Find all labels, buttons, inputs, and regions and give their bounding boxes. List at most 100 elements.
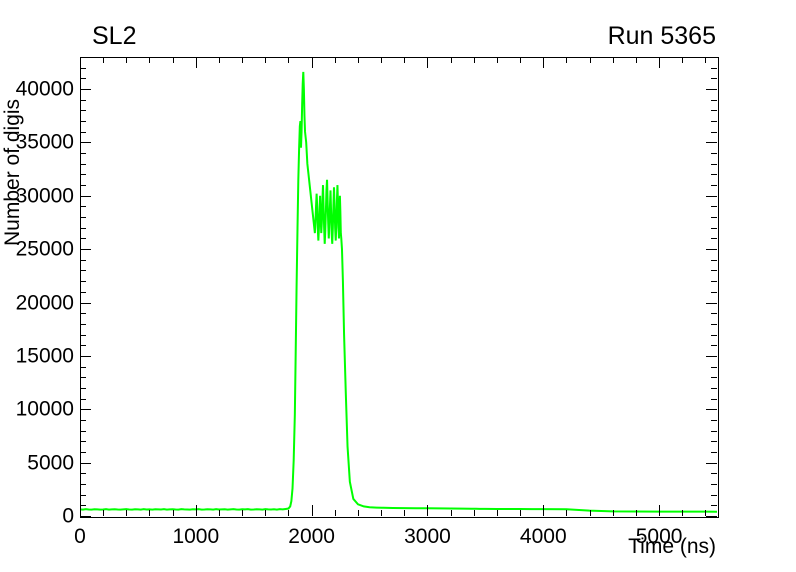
x-major-tick	[427, 505, 428, 516]
x-minor-tick	[474, 510, 475, 516]
plot-title-left: SL2	[92, 22, 137, 50]
y-minor-tick	[80, 388, 86, 389]
y-minor-tick	[80, 473, 86, 474]
y-major-tick	[80, 89, 91, 90]
x-minor-tick-top	[613, 57, 614, 63]
y-minor-tick	[80, 399, 86, 400]
x-minor-tick-top	[265, 57, 266, 63]
y-minor-tick	[80, 495, 86, 496]
y-major-tick-right	[706, 356, 717, 357]
y-minor-tick-right	[711, 345, 717, 346]
y-minor-tick-right	[711, 153, 717, 154]
y-tick-label: 5000	[27, 451, 74, 475]
y-minor-tick-right	[711, 388, 717, 389]
x-minor-tick-top	[451, 57, 452, 63]
y-minor-tick-right	[711, 217, 717, 218]
y-minor-tick	[80, 238, 86, 239]
y-minor-tick-right	[711, 68, 717, 69]
y-minor-tick-right	[711, 495, 717, 496]
y-major-tick	[80, 463, 91, 464]
plot-title-right: Run 5365	[607, 22, 716, 50]
x-minor-tick	[173, 510, 174, 516]
y-major-tick-right	[706, 409, 717, 410]
y-minor-tick-right	[711, 452, 717, 453]
x-tick-label: 0	[74, 525, 86, 548]
y-minor-tick-right	[711, 206, 717, 207]
x-major-tick	[196, 505, 197, 516]
y-minor-tick-right	[711, 238, 717, 239]
x-major-tick-top	[427, 57, 428, 68]
y-minor-tick-right	[711, 281, 717, 282]
y-major-tick	[80, 249, 91, 250]
y-minor-tick	[80, 505, 86, 506]
y-major-tick	[80, 356, 91, 357]
x-minor-tick-top	[682, 57, 683, 63]
x-tick-label: 5000	[635, 525, 683, 548]
y-major-tick	[80, 409, 91, 410]
x-tick-label: 1000	[172, 525, 220, 548]
x-minor-tick	[149, 510, 150, 516]
y-major-tick-right	[706, 142, 717, 143]
x-tick-label: 4000	[519, 525, 567, 548]
y-minor-tick-right	[711, 270, 717, 271]
y-minor-tick	[80, 484, 86, 485]
y-tick-label: 10000	[15, 397, 74, 421]
y-minor-tick	[80, 270, 86, 271]
y-tick-label: 40000	[15, 77, 74, 101]
y-minor-tick-right	[711, 399, 717, 400]
y-minor-tick-right	[711, 484, 717, 485]
y-minor-tick	[80, 100, 86, 101]
x-minor-tick-top	[173, 57, 174, 63]
y-minor-tick-right	[711, 110, 717, 111]
x-minor-tick	[520, 510, 521, 516]
x-major-tick-top	[196, 57, 197, 68]
x-minor-tick-top	[381, 57, 382, 63]
y-minor-tick-right	[711, 100, 717, 101]
y-tick-label: 30000	[15, 184, 74, 208]
x-minor-tick-top	[474, 57, 475, 63]
x-minor-tick	[381, 510, 382, 516]
y-major-tick-right	[706, 463, 717, 464]
y-minor-tick-right	[711, 505, 717, 506]
y-minor-tick	[80, 57, 86, 58]
y-minor-tick-right	[711, 132, 717, 133]
x-axis-title: Time (ns)	[628, 535, 716, 558]
x-minor-tick	[636, 510, 637, 516]
x-minor-tick	[242, 510, 243, 516]
y-major-tick	[80, 516, 91, 517]
x-minor-tick-top	[520, 57, 521, 63]
y-minor-tick-right	[711, 420, 717, 421]
y-minor-tick	[80, 292, 86, 293]
y-major-tick-right	[706, 249, 717, 250]
x-minor-tick-top	[288, 57, 289, 63]
x-minor-tick-top	[404, 57, 405, 63]
y-minor-tick-right	[711, 324, 717, 325]
y-minor-tick	[80, 281, 86, 282]
y-axis-title: Number of digis	[1, 98, 24, 246]
y-minor-tick-right	[711, 377, 717, 378]
y-tick-label: 35000	[15, 130, 74, 154]
y-minor-tick-right	[711, 431, 717, 432]
y-minor-tick	[80, 121, 86, 122]
y-minor-tick-right	[711, 335, 717, 336]
x-minor-tick-top	[497, 57, 498, 63]
y-major-tick-right	[706, 303, 717, 304]
x-major-tick	[312, 505, 313, 516]
y-minor-tick	[80, 313, 86, 314]
y-tick-label: 25000	[15, 237, 74, 261]
y-minor-tick	[80, 110, 86, 111]
histogram-trace	[80, 71, 717, 513]
x-minor-tick-top	[103, 57, 104, 63]
y-major-tick-right	[706, 516, 717, 517]
y-major-tick	[80, 142, 91, 143]
y-minor-tick	[80, 228, 86, 229]
y-minor-tick-right	[711, 260, 717, 261]
x-minor-tick-top	[242, 57, 243, 63]
x-minor-tick-top	[705, 57, 706, 63]
y-major-tick-right	[706, 196, 717, 197]
x-minor-tick	[219, 510, 220, 516]
y-minor-tick	[80, 260, 86, 261]
y-major-tick	[80, 196, 91, 197]
y-minor-tick	[80, 174, 86, 175]
